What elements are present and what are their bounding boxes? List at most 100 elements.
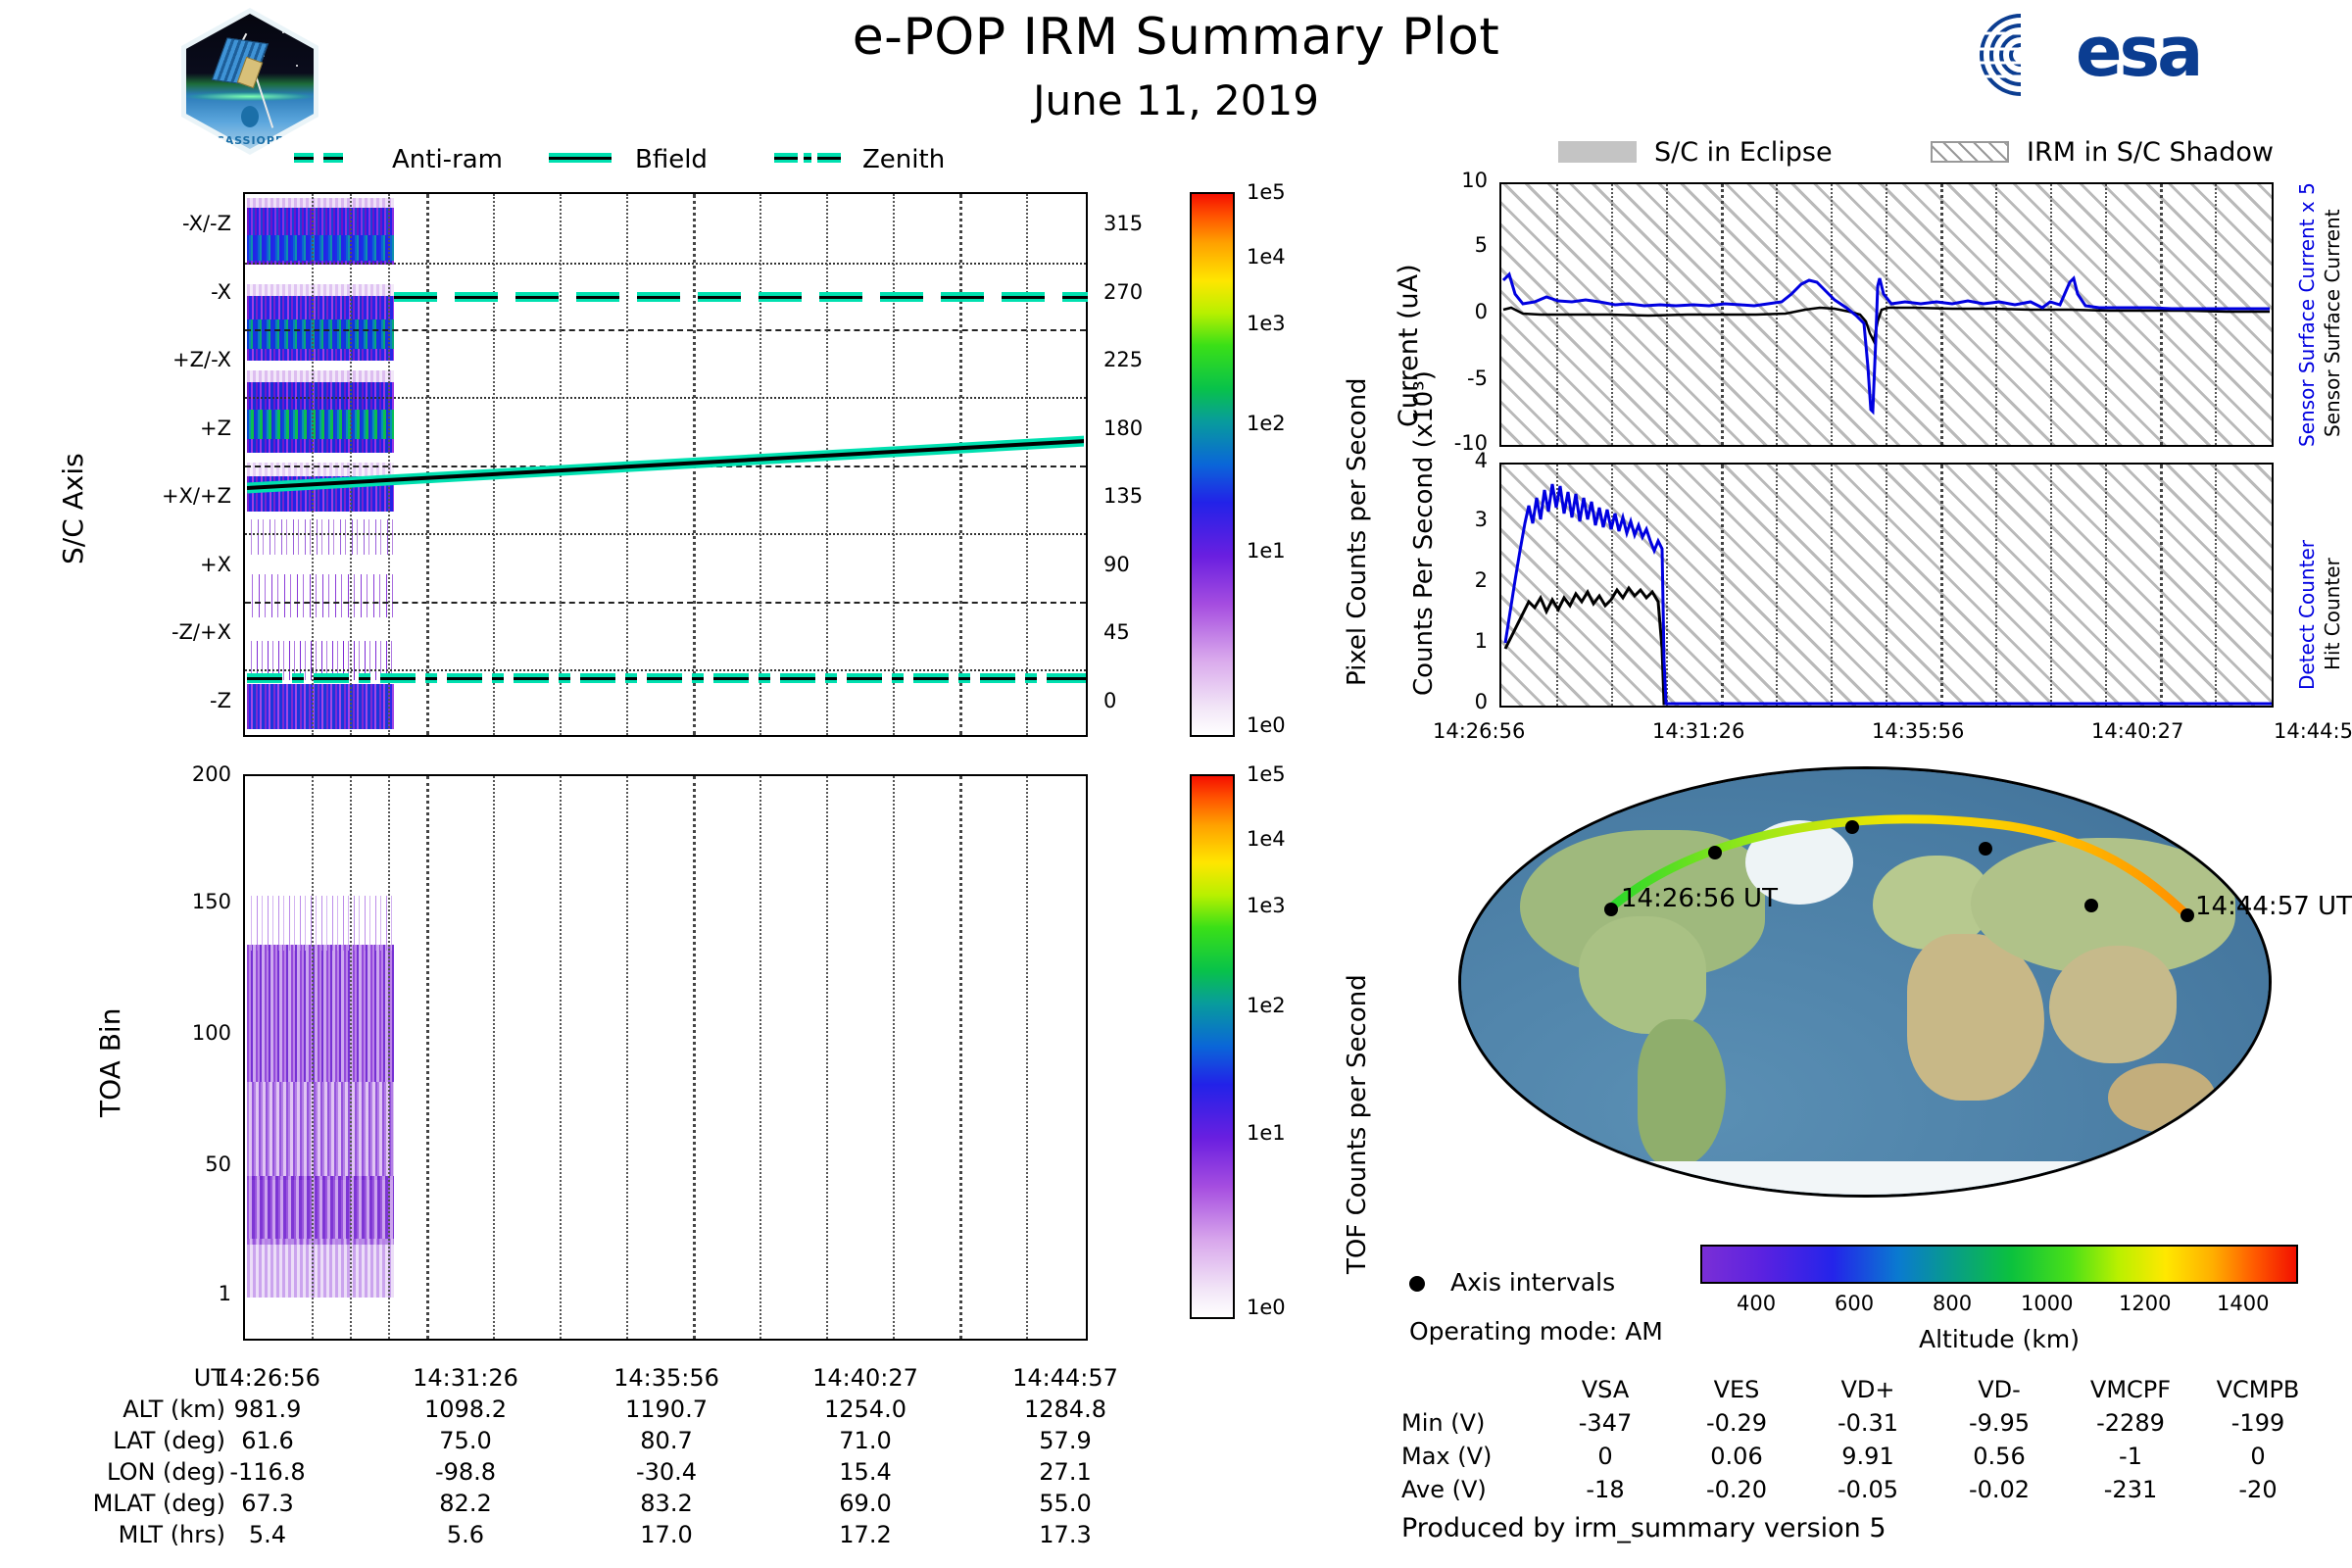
ephem-c4-r5: 17.3 [1039,1521,1092,1548]
sc-axis-ytick-5: +X [200,553,231,576]
sc-axis-plot-frame [243,192,1088,737]
alt-cbar-tick-600: 600 [1835,1292,1875,1315]
volt-r1-c3: 0.56 [1973,1443,2026,1470]
sc-axis-ytick-3: +Z [200,416,231,440]
volt-r1-c4: -1 [2119,1443,2142,1470]
pixel-cbar-tick-1e0: 1e0 [1247,713,1286,737]
volt-r2-c5: -20 [2238,1476,2278,1503]
ephem-c2-r5: 17.0 [640,1521,693,1548]
counts-right-label-blue: Detect Counter [2295,540,2319,690]
volt-col-5: VCMPB [2216,1376,2300,1403]
ephem-c2-r4: 83.2 [640,1490,693,1517]
alt-cbar-tick-800: 800 [1933,1292,1973,1315]
volt-r2-c0: -18 [1586,1476,1625,1503]
produced-by-label: Produced by irm_summary version 5 [1401,1513,1886,1544]
ephem-row-label-3: LON (deg) [107,1458,225,1486]
tof-cbar-tick-1e1: 1e1 [1247,1121,1286,1145]
sc-angle-tick-0: 315 [1103,212,1144,235]
volt-row-label-1: Max (V) [1401,1443,1493,1470]
operating-mode-status: Operating mode: AM [1409,1317,1663,1346]
volt-r1-c1: 0.06 [1710,1443,1763,1470]
volt-col-3: VD- [1978,1376,2021,1403]
counts-ytick-4: 4 [1474,449,1488,472]
current-right-label-blue: Sensor Surface Current x 5 [2295,182,2319,447]
counts-plot-frame [1499,463,2274,708]
ephem-row-label-4: MLAT (deg) [92,1490,225,1517]
sc-angle-tick-7: 0 [1103,689,1117,712]
sc-angle-tick-4: 135 [1103,484,1144,508]
track-point-start [1604,903,1618,916]
ephem-c3-r4: 69.0 [839,1490,892,1517]
toa-ytick-50: 50 [205,1152,231,1176]
counts-xtick-4: 14:44:57 [2274,719,2352,743]
ephem-row-label-2: LAT (deg) [113,1427,225,1454]
tof-cbar-label: TOF Counts per Second [1343,974,1372,1274]
volt-r1-c0: 0 [1597,1443,1613,1470]
page-subtitle: June 11, 2019 [1033,76,1319,124]
sc-angle-tick-5: 90 [1103,553,1130,576]
current-ytick-0: 0 [1474,300,1488,323]
ephem-c3-r1: 1254.0 [824,1396,906,1423]
counts-right-label-black: Hit Counter [2321,558,2344,670]
pixel-cbar-label: Pixel Counts per Second [1343,377,1372,686]
overlay-anti-ram [394,292,1088,302]
pixel-cbar-tick-1e1: 1e1 [1247,539,1286,563]
tof-cbar-tick-1e4: 1e4 [1247,827,1286,851]
toa-ytick-200: 200 [191,762,231,786]
ephem-c0-r4: 67.3 [241,1490,294,1517]
counts-ytick-1: 1 [1474,629,1488,653]
toa-bin-ylabel: TOA Bin [94,1007,126,1117]
alt-cbar-tick-1400: 1400 [2217,1292,2270,1315]
esa-logo-text: esa [2076,12,2203,92]
sc-axis-ytick-4: +X/+Z [161,484,231,508]
toa-ytick-1: 1 [218,1282,231,1305]
legend-swatch-shadow [1931,141,2009,163]
ephem-c3-r5: 17.2 [839,1521,892,1548]
counts-traces [1503,483,2272,706]
ephem-c0-r0: 14:26:56 [215,1364,320,1392]
ephem-c0-r1: 981.9 [233,1396,302,1423]
legend-swatch-eclipse [1558,141,1637,163]
overlay-bfield [247,194,1084,735]
legend-sc-axis: Anti-ram Bfield Zenith [294,145,1019,176]
sc-axis-ytick-2: +Z/-X [172,348,231,371]
volt-r0-c1: -0.29 [1705,1409,1768,1437]
ephem-c2-r1: 1190.7 [625,1396,708,1423]
ephem-c2-r3: -30.4 [635,1458,698,1486]
counts-ytick-0: 0 [1474,690,1488,713]
volt-r2-c2: -0.05 [1837,1476,1899,1503]
ground-track-line [1607,814,2190,918]
pixel-cbar-tick-1e3: 1e3 [1247,312,1286,335]
legend-label-zenith: Zenith [862,145,946,174]
ephem-c4-r0: 14:44:57 [1012,1364,1118,1392]
ephem-c2-r0: 14:35:56 [613,1364,719,1392]
alt-cbar-tick-1200: 1200 [2119,1292,2172,1315]
current-ytick-5: 5 [1474,233,1488,257]
pixel-cbar-tick-1e4: 1e4 [1247,245,1286,269]
ephem-c3-r3: 15.4 [839,1458,892,1486]
tof-cbar-tick-1e0: 1e0 [1247,1296,1286,1319]
volt-col-2: VD+ [1840,1376,1895,1403]
sc-angle-tick-2: 225 [1103,348,1144,371]
tof-cbar-tick-1e3: 1e3 [1247,894,1286,917]
ephem-c1-r0: 14:31:26 [413,1364,518,1392]
current-right-label-black: Sensor Surface Current [2321,209,2344,437]
ephem-c1-r1: 1098.2 [424,1396,507,1423]
ephem-row-label-0: UT [193,1364,225,1392]
ephem-c4-r3: 27.1 [1039,1458,1092,1486]
counts-xtick-1: 14:31:26 [1652,719,1745,743]
volt-col-1: VES [1713,1376,1760,1403]
counts-xtick-0: 14:26:56 [1433,719,1526,743]
volt-r1-c5: 0 [2250,1443,2266,1470]
ephem-c1-r2: 75.0 [439,1427,492,1454]
volt-r0-c5: -199 [2230,1409,2285,1437]
legend-label-bfield: Bfield [635,145,708,174]
sc-axis-ylabel: S/C Axis [57,453,89,564]
track-point-end [2180,908,2194,922]
sc-axis-ytick-7: -Z [210,689,231,712]
ephem-row-label-1: ALT (km) [122,1396,225,1423]
axis-intervals-legend: Axis intervals [1409,1268,1684,1301]
current-ytick-m5: -5 [1467,367,1488,390]
volt-col-0: VSA [1581,1376,1630,1403]
cassiope-logo-label: CASSIOPE [216,134,284,147]
